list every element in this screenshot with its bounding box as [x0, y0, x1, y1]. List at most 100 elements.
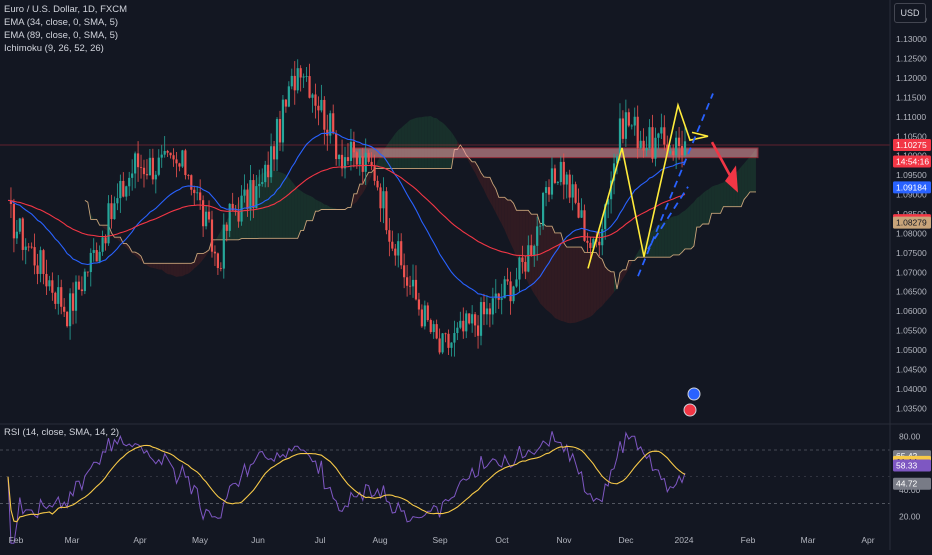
price-tick-label: 1.06000 [896, 306, 927, 316]
time-tick-label: Oct [495, 535, 509, 545]
candle-body [19, 218, 21, 231]
candle-body [439, 338, 441, 352]
kumo-segment [437, 118, 440, 168]
candle-body [427, 305, 429, 320]
candle-body [104, 237, 106, 243]
candle-body [512, 286, 514, 301]
kumo-segment [177, 263, 180, 277]
candle-body [572, 184, 574, 197]
candle-body [569, 175, 571, 198]
candle-body [217, 253, 219, 268]
kumo-segment [315, 199, 318, 211]
price-tick-label: 1.11500 [896, 92, 926, 102]
candle-body [134, 153, 136, 173]
candle-body [261, 182, 263, 184]
price-tick-label: 1.07500 [896, 248, 927, 258]
kumo-segment [579, 247, 582, 322]
candle-body [42, 250, 44, 274]
candle-body [28, 247, 30, 248]
candle-body [22, 218, 24, 249]
candle-body [146, 174, 148, 175]
candle-body [424, 305, 426, 326]
candle-body [335, 133, 337, 159]
kumo-segment [593, 253, 596, 315]
candle-body [637, 117, 639, 148]
price-tag: 14:54:16 [896, 157, 929, 167]
kumo-segment [419, 117, 422, 168]
candle-body [365, 153, 367, 172]
kumo-segment [416, 117, 419, 168]
kumo-segment [706, 189, 709, 224]
candle-body [376, 181, 378, 188]
candle-body [90, 253, 92, 272]
candle-body [415, 280, 417, 300]
candle-body [246, 190, 248, 210]
candle-body [39, 250, 41, 274]
kumo-segment [584, 252, 587, 319]
kumo-segment [596, 253, 599, 311]
ichimoku-legend[interactable]: Ichimoku (9, 26, 52, 26) [4, 43, 104, 55]
kumo-segment [552, 226, 555, 318]
candle-body [563, 162, 565, 185]
candle-body [459, 321, 461, 328]
candle-body [507, 279, 509, 281]
candle-body [137, 153, 139, 167]
time-tick-label: Nov [556, 535, 572, 545]
price-tag: 1.09184 [896, 182, 927, 192]
candle-body [397, 241, 399, 255]
symbol-legend[interactable]: Euro / U.S. Dollar, 1D, FXCM [4, 4, 127, 16]
candle-body [418, 299, 420, 309]
candle-body [385, 191, 387, 230]
candle-body [338, 155, 340, 159]
price-tick-label: 1.04500 [896, 364, 927, 374]
kumo-segment [679, 212, 682, 255]
candle-body [308, 76, 310, 98]
candle-body [229, 204, 231, 231]
candle-body [282, 100, 284, 143]
candle-body [270, 146, 272, 177]
price-tick-label: 1.05500 [896, 326, 927, 336]
candle-body [483, 302, 485, 314]
candle-body [181, 150, 183, 166]
kumo-segment [718, 184, 721, 214]
price-tick-label: 1.04000 [896, 384, 927, 394]
candle-body [382, 191, 384, 208]
kumo-segment [401, 125, 404, 168]
candle-body [625, 112, 627, 139]
candle-body [347, 157, 349, 161]
kumo-segment [715, 185, 718, 214]
kumo-segment [174, 263, 177, 277]
kumo-segment [664, 220, 667, 258]
candle-body [143, 168, 145, 174]
candle-body [663, 127, 665, 144]
candle-body [648, 127, 650, 148]
candle-body [403, 265, 405, 277]
candle-body [684, 141, 686, 155]
candle-body [518, 258, 520, 280]
candle-body [678, 138, 680, 146]
candle-body [669, 151, 671, 153]
candle-body [279, 119, 281, 142]
rsi-legend[interactable]: RSI (14, close, SMA, 14, 2) [4, 427, 119, 439]
kumo-segment [667, 218, 670, 257]
candle-body [125, 186, 127, 196]
candle-body [433, 324, 435, 332]
candle-body [373, 166, 375, 181]
kumo-segment [608, 270, 611, 299]
ema34-legend[interactable]: EMA (34, close, 0, SMA, 5) [4, 17, 118, 29]
candle-body [51, 280, 53, 293]
kumo-segment [179, 263, 182, 276]
candle-body [577, 203, 579, 218]
time-tick-label: 2024 [675, 535, 694, 545]
time-tick-label: Apr [861, 535, 874, 545]
currency-button[interactable]: USD [894, 3, 926, 23]
candle-body [211, 219, 213, 251]
ema89-legend[interactable]: EMA (89, close, 0, SMA, 5) [4, 30, 118, 42]
candle-body [580, 210, 582, 217]
candle-body [72, 293, 74, 310]
candle-body [164, 151, 166, 155]
candle-body [300, 68, 302, 77]
candle-body [628, 112, 630, 125]
